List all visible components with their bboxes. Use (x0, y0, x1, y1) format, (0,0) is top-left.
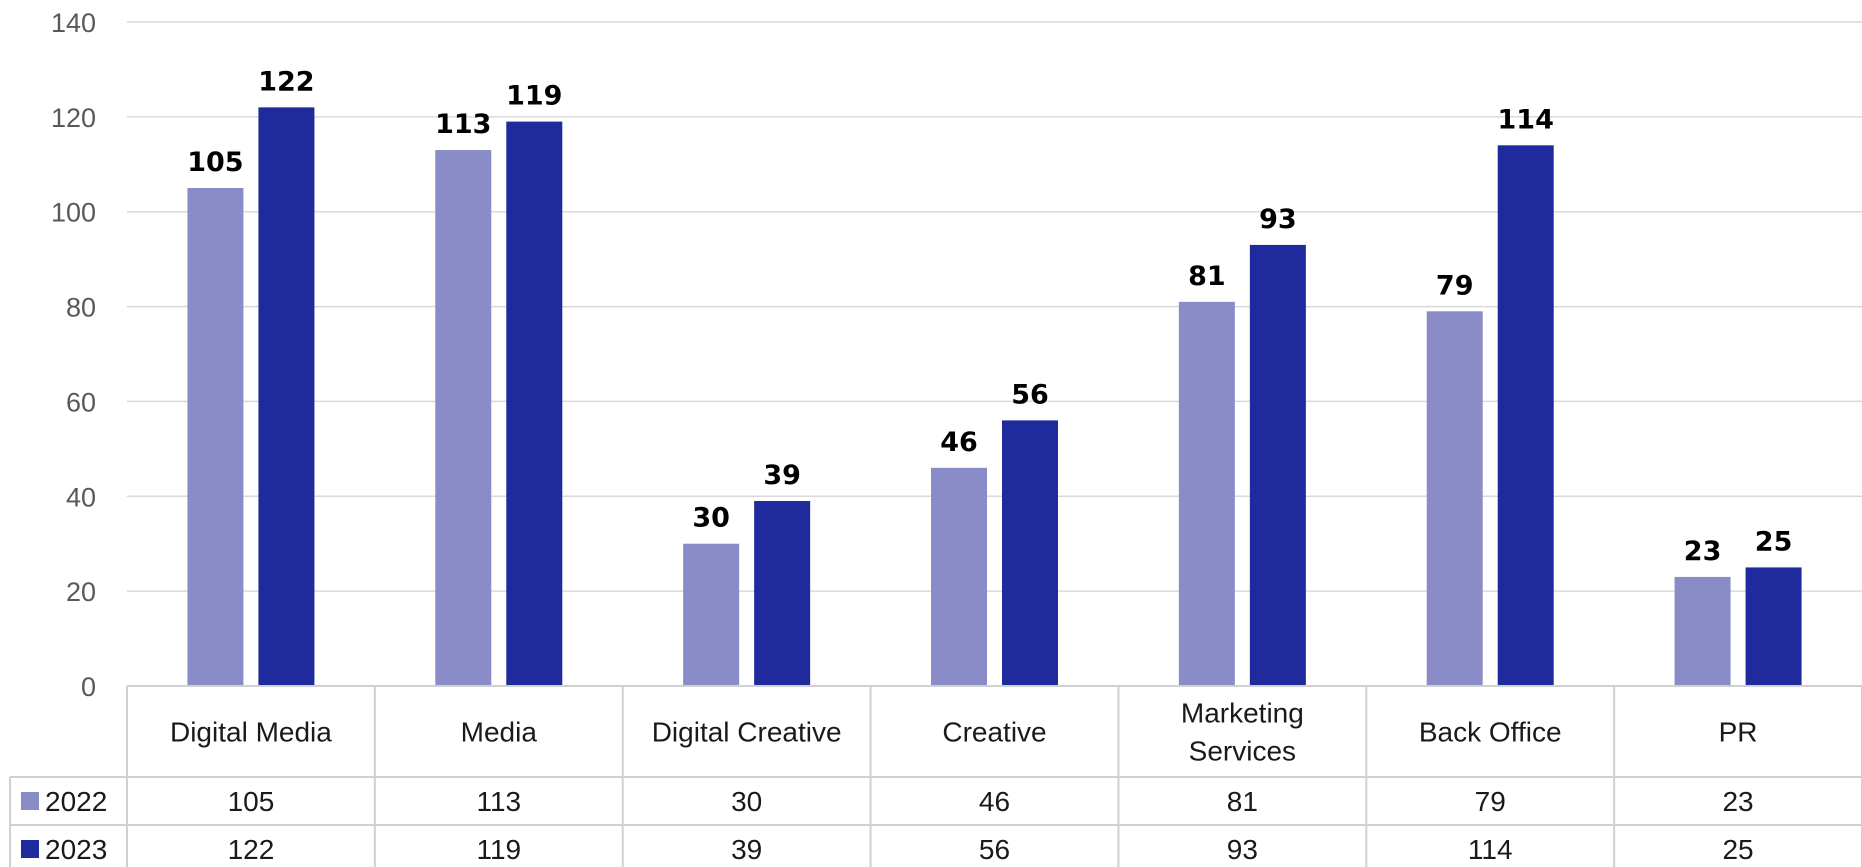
data-label: 105 (187, 147, 243, 178)
category-label: Services (1189, 736, 1296, 767)
table-cell: 56 (979, 834, 1010, 865)
table-cell: 119 (476, 834, 521, 865)
legend-key-2023 (21, 840, 39, 858)
table-cell: 114 (1468, 834, 1513, 865)
data-label: 93 (1259, 204, 1297, 235)
y-tick-label: 0 (81, 672, 96, 702)
gridlines (127, 21, 1862, 592)
data-labels: 105 113 30 46 81 79 23 122 119 39 56 93 114 25 (187, 66, 1792, 567)
bar-2022-2 (683, 543, 740, 686)
category-label: Creative (942, 717, 1046, 748)
table-cell: 105 (228, 786, 275, 817)
data-label: 46 (940, 427, 978, 458)
data-label: 30 (692, 503, 730, 534)
y-tick-label: 40 (66, 482, 96, 512)
table-cell: 93 (1227, 834, 1258, 865)
bar-2022-4 (1178, 301, 1235, 686)
legend-label: 2023 (45, 834, 107, 865)
bar-2023-6 (1745, 567, 1802, 686)
data-label: 39 (763, 460, 801, 491)
data-label: 114 (1498, 104, 1554, 135)
y-tick-label: 80 (66, 293, 96, 323)
y-tick-label: 100 (51, 198, 96, 228)
bar-2022-0 (187, 188, 244, 686)
table-cell: 113 (476, 786, 521, 817)
data-label: 56 (1011, 379, 1049, 410)
table-cell: 30 (731, 786, 762, 817)
bar-2023-4 (1249, 244, 1306, 686)
data-label: 23 (1684, 536, 1722, 567)
table-cell: 79 (1475, 786, 1506, 817)
data-table: Digital Media Media Digital Creative Creati… (9, 685, 1862, 867)
bars (187, 107, 1802, 687)
bar-2023-0 (258, 107, 315, 686)
y-axis: 0 20 40 60 80 100 120 140 (51, 8, 96, 702)
category-label: Back Office (1419, 717, 1562, 748)
y-tick-label: 20 (66, 577, 96, 607)
table-cell: 39 (731, 834, 762, 865)
bar-2022-6 (1674, 576, 1731, 686)
data-label: 25 (1755, 526, 1793, 557)
legend-key-2022 (21, 792, 39, 810)
bar-2023-3 (1002, 420, 1058, 686)
data-label: 119 (506, 81, 562, 112)
data-label: 81 (1188, 261, 1226, 292)
y-tick-label: 120 (51, 103, 96, 133)
table-cell: 46 (979, 786, 1010, 817)
category-label: PR (1719, 717, 1758, 748)
table-cell: 122 (228, 834, 275, 865)
category-label: Digital Media (170, 717, 332, 748)
legend-label: 2022 (45, 786, 107, 817)
y-tick-label: 140 (51, 8, 96, 38)
table-cell: 25 (1722, 834, 1753, 865)
category-label: Marketing (1181, 698, 1304, 729)
category-label: Media (461, 717, 538, 748)
bar-2022-5 (1426, 311, 1483, 686)
bar-2023-2 (754, 501, 811, 686)
table-cell: 23 (1722, 786, 1753, 817)
bar-2023-5 (1497, 145, 1554, 687)
bar-2022-1 (435, 150, 492, 687)
bar-2023-1 (506, 121, 563, 687)
bar-2022-3 (931, 467, 987, 686)
data-label: 122 (258, 66, 314, 97)
data-label: 113 (435, 109, 491, 140)
category-label: Digital Creative (652, 717, 842, 748)
y-tick-label: 60 (66, 387, 96, 417)
data-label: 79 (1436, 270, 1474, 301)
table-cell: 81 (1227, 786, 1258, 817)
